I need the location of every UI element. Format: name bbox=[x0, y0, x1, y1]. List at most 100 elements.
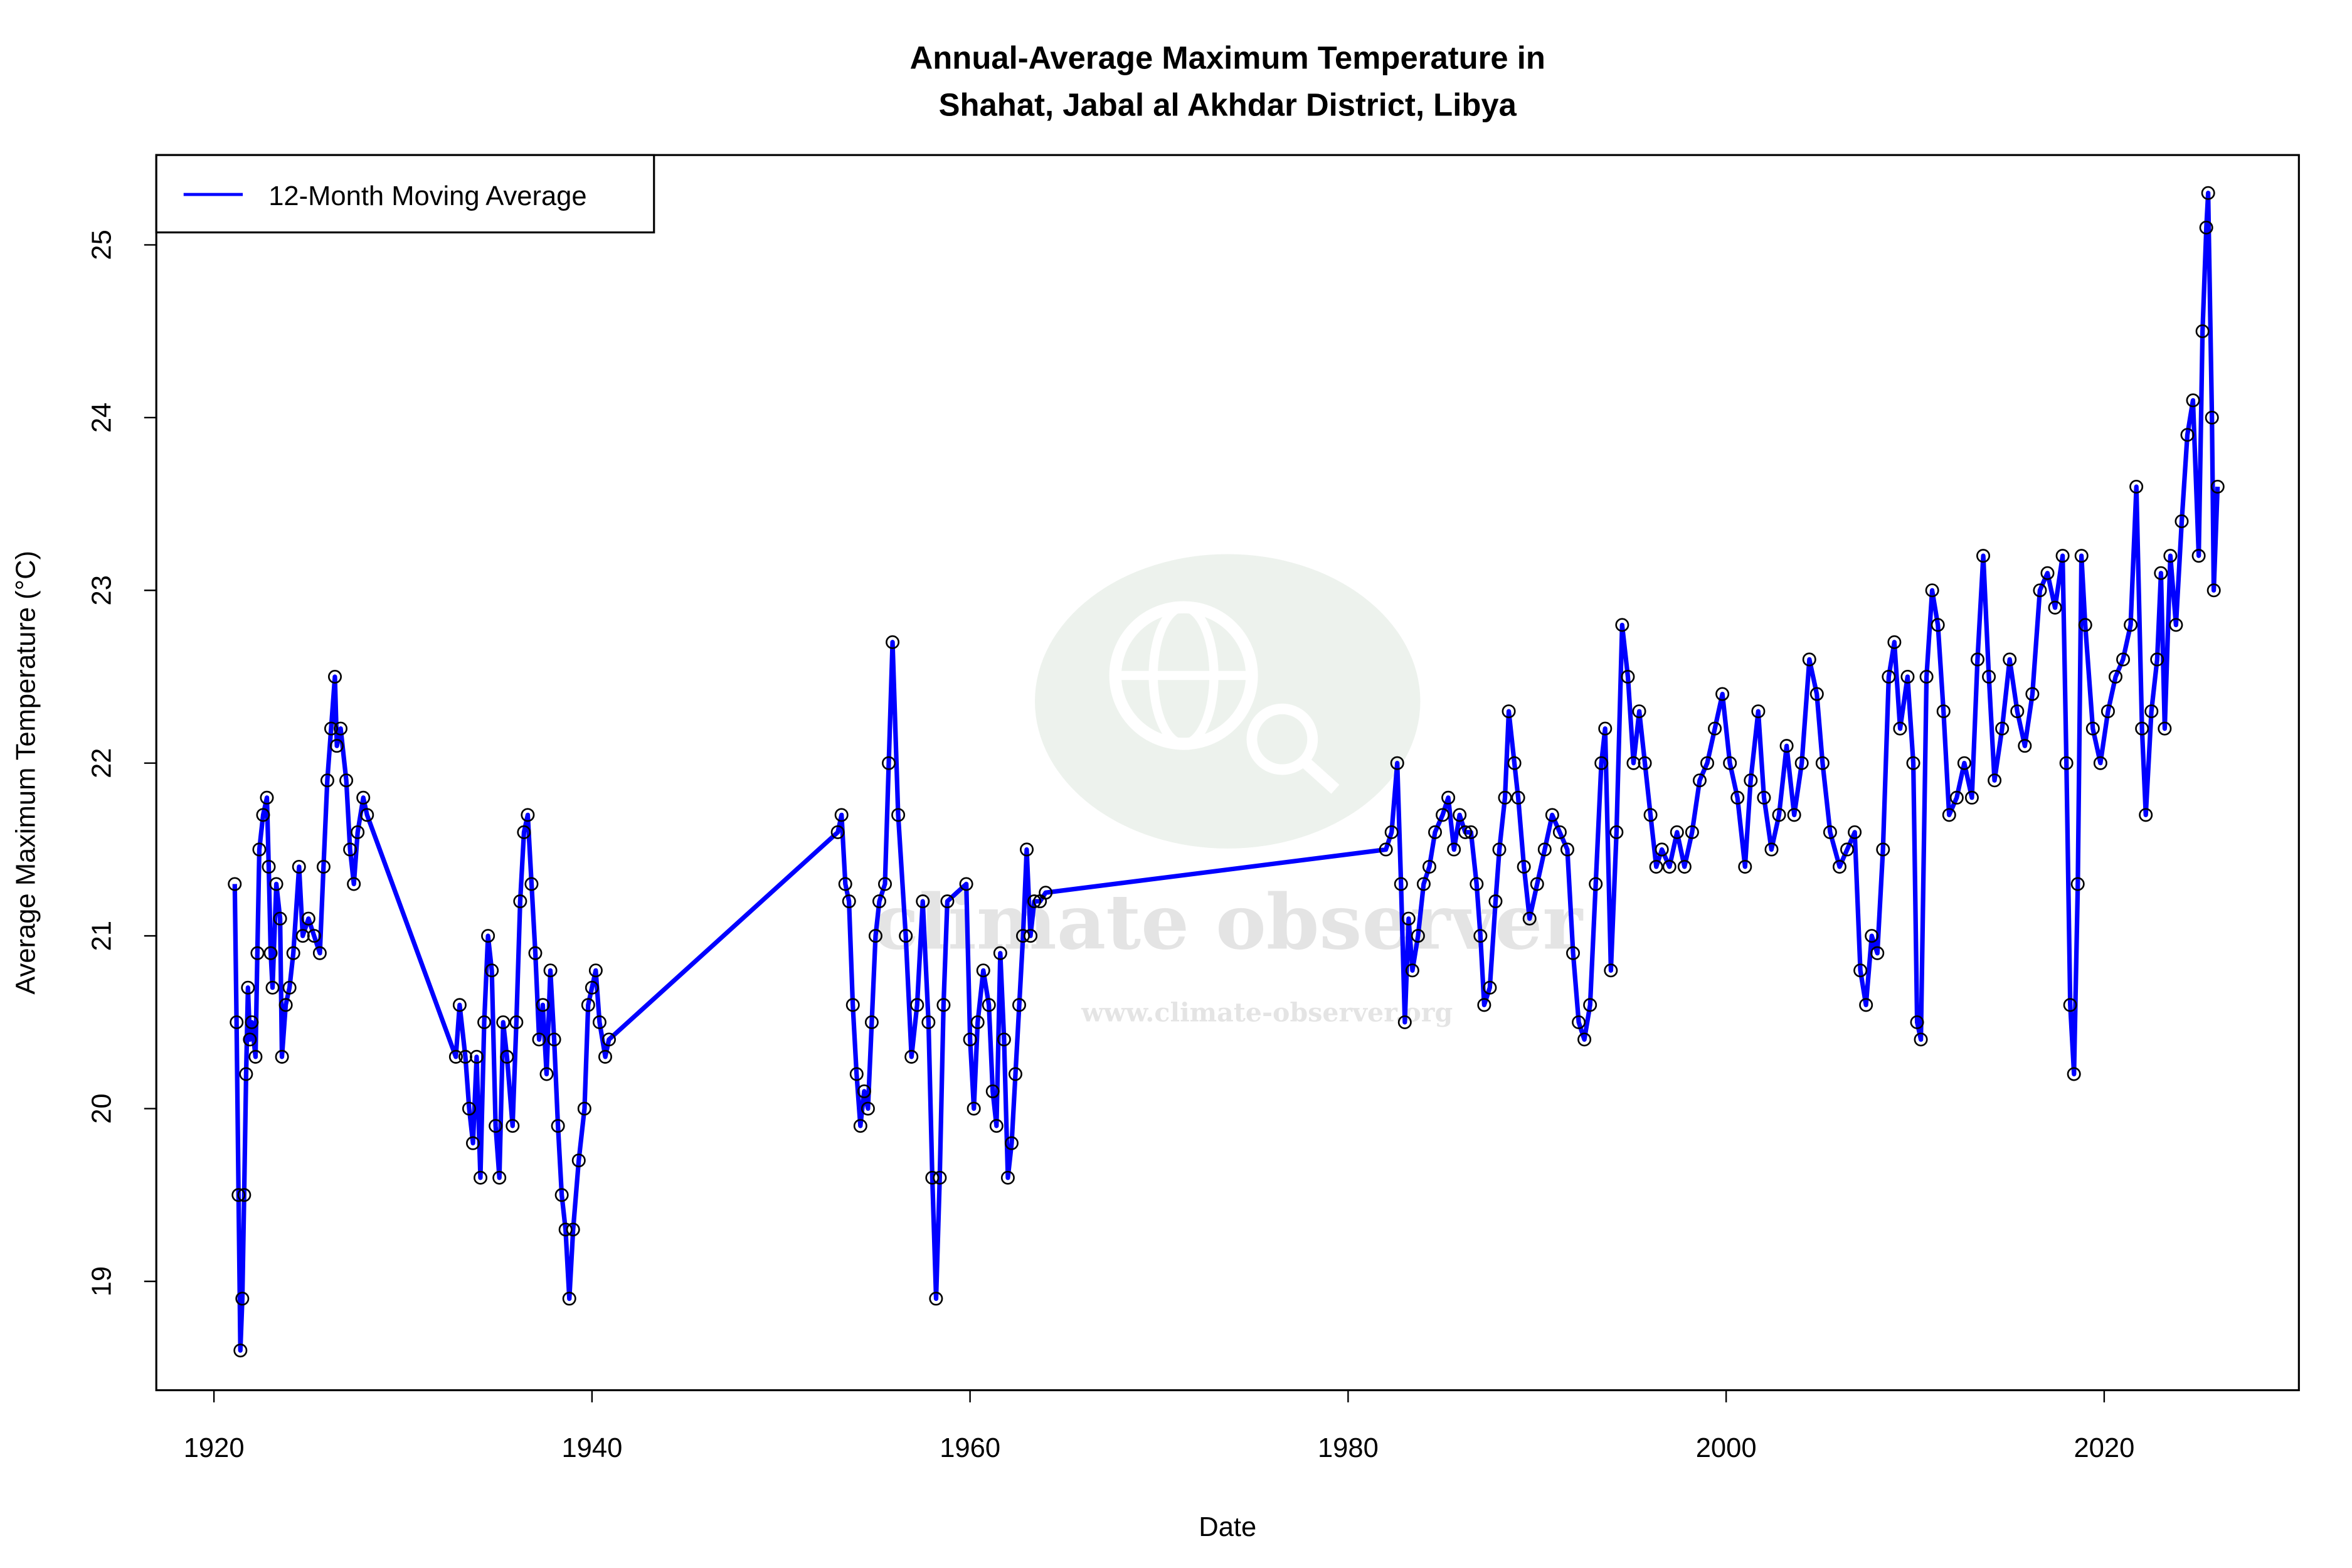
data-point bbox=[1024, 929, 1038, 943]
data-point bbox=[878, 877, 893, 891]
data-point bbox=[2033, 583, 2047, 598]
data-point bbox=[230, 1015, 244, 1029]
x-tick-label: 2000 bbox=[1696, 1433, 1757, 1463]
data-point bbox=[1643, 808, 1658, 822]
data-point bbox=[256, 808, 270, 822]
data-point bbox=[936, 998, 951, 1012]
data-point bbox=[1020, 842, 1034, 857]
data-point bbox=[2135, 721, 2149, 736]
data-point bbox=[492, 1170, 507, 1185]
data-point bbox=[861, 1101, 875, 1116]
data-point bbox=[1008, 1067, 1022, 1081]
data-point bbox=[506, 1119, 520, 1133]
data-point bbox=[845, 998, 860, 1012]
data-point bbox=[273, 911, 287, 926]
data-point bbox=[1779, 739, 1794, 753]
data-point bbox=[963, 1032, 977, 1047]
data-point bbox=[1473, 929, 1488, 943]
data-point bbox=[886, 635, 900, 649]
watermark-logo-background bbox=[1035, 554, 1421, 849]
data-point bbox=[1530, 877, 1544, 891]
data-point bbox=[921, 1015, 936, 1029]
data-point bbox=[868, 929, 882, 943]
data-point bbox=[2025, 687, 2040, 701]
data-point bbox=[2010, 704, 2025, 719]
data-point bbox=[849, 1067, 864, 1081]
data-point bbox=[1397, 1015, 1412, 1029]
data-point bbox=[1545, 808, 1559, 822]
data-point bbox=[356, 790, 371, 805]
data-point bbox=[1416, 877, 1431, 891]
x-tick-label: 1960 bbox=[940, 1433, 1000, 1463]
data-point bbox=[1027, 894, 1042, 909]
data-point bbox=[1848, 825, 1862, 839]
data-point bbox=[500, 1049, 514, 1064]
data-point bbox=[316, 859, 331, 874]
data-point bbox=[1594, 756, 1609, 770]
data-point bbox=[1012, 998, 1026, 1012]
data-point bbox=[330, 739, 344, 753]
data-point bbox=[528, 946, 543, 960]
data-point bbox=[1379, 842, 1393, 857]
data-point bbox=[2175, 514, 2189, 529]
data-point bbox=[2199, 220, 2213, 235]
data-point bbox=[241, 980, 255, 995]
data-point bbox=[1464, 825, 1478, 839]
data-point bbox=[598, 1049, 612, 1064]
data-point bbox=[1995, 721, 2010, 736]
data-point bbox=[477, 1015, 492, 1029]
data-point bbox=[265, 980, 280, 995]
data-point bbox=[1589, 877, 1603, 891]
data-point bbox=[1039, 886, 1053, 900]
data-point bbox=[509, 1015, 524, 1029]
data-point bbox=[1000, 1170, 1015, 1185]
data-point bbox=[260, 790, 274, 805]
data-point bbox=[1422, 859, 1436, 874]
watermark-text: climate observer bbox=[872, 877, 1583, 967]
chart-subtitle: Shahat, Jabal al Akhdar District, Libya bbox=[939, 87, 1517, 122]
data-point bbox=[1552, 825, 1567, 839]
data-point bbox=[2048, 600, 2062, 615]
data-point bbox=[929, 1291, 943, 1306]
data-point bbox=[1632, 704, 1646, 719]
data-point bbox=[1823, 825, 1837, 839]
data-point bbox=[891, 808, 906, 822]
data-point bbox=[286, 946, 300, 960]
data-point bbox=[1957, 756, 1971, 770]
data-point bbox=[838, 877, 852, 891]
data-point bbox=[339, 773, 354, 788]
data-point bbox=[228, 877, 242, 891]
plot-frame bbox=[155, 154, 2300, 1392]
data-point bbox=[864, 1015, 879, 1029]
data-point bbox=[940, 894, 955, 909]
data-point bbox=[1507, 756, 1522, 770]
data-point bbox=[2055, 549, 2070, 563]
data-point bbox=[976, 963, 990, 978]
data-point bbox=[1621, 669, 1635, 684]
data-point bbox=[1685, 825, 1699, 839]
data-point bbox=[1453, 808, 1467, 822]
data-point bbox=[470, 1049, 484, 1064]
data-point bbox=[282, 980, 297, 995]
data-point bbox=[1914, 1032, 1928, 1047]
data-point bbox=[2040, 566, 2055, 580]
data-point bbox=[1670, 825, 1684, 839]
data-point bbox=[320, 773, 334, 788]
data-point bbox=[1723, 756, 1737, 770]
data-point bbox=[275, 1049, 289, 1064]
data-point bbox=[334, 721, 348, 736]
data-point bbox=[1604, 963, 1618, 978]
data-point bbox=[1982, 669, 1996, 684]
data-point bbox=[1893, 721, 1907, 736]
data-point bbox=[327, 669, 342, 684]
data-point bbox=[2070, 877, 2085, 891]
data-point bbox=[1583, 998, 1597, 1012]
x-tick-label: 1940 bbox=[561, 1433, 622, 1463]
data-point bbox=[925, 1170, 940, 1185]
data-point bbox=[872, 894, 886, 909]
data-point bbox=[1560, 842, 1574, 857]
data-point bbox=[1488, 894, 1503, 909]
data-point bbox=[513, 894, 527, 909]
data-point bbox=[2169, 618, 2183, 632]
